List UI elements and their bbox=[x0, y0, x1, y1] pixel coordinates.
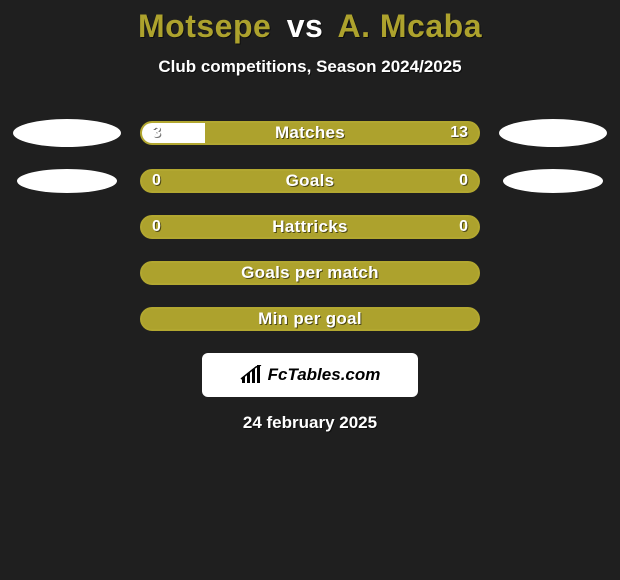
stat-bar-hattricks: 00Hattricks bbox=[140, 215, 480, 239]
page-title: Motsepe vs A. Mcaba bbox=[0, 0, 620, 45]
brand-box: FcTables.com bbox=[202, 353, 418, 397]
player2-badge bbox=[499, 119, 607, 147]
stat-bar-goals-per-match: Goals per match bbox=[140, 261, 480, 285]
stat-row-goals-per-match: Goals per match bbox=[0, 261, 620, 285]
stat-row-matches: 313Matches bbox=[0, 119, 620, 147]
left-slot bbox=[12, 119, 122, 147]
stat-row-min-per-goal: Min per goal bbox=[0, 307, 620, 331]
stat-bar-goals: 00Goals bbox=[140, 169, 480, 193]
player2-name: A. Mcaba bbox=[338, 8, 482, 44]
right-slot bbox=[498, 169, 608, 193]
vs-label: vs bbox=[287, 8, 324, 44]
stats-container: 313Matches 00Goals 00Hattricks Goals per ma… bbox=[0, 119, 620, 331]
stat-label: Goals bbox=[142, 171, 478, 191]
bar-chart-icon bbox=[240, 365, 262, 385]
date-stamp: 24 february 2025 bbox=[0, 413, 620, 433]
stat-label: Goals per match bbox=[142, 263, 478, 283]
stat-bar-matches: 313Matches bbox=[140, 121, 480, 145]
player1-badge bbox=[13, 119, 121, 147]
player1-badge bbox=[17, 169, 117, 193]
stat-label: Hattricks bbox=[142, 217, 478, 237]
stat-label: Matches bbox=[142, 123, 478, 143]
subtitle: Club competitions, Season 2024/2025 bbox=[0, 57, 620, 77]
stat-row-goals: 00Goals bbox=[0, 169, 620, 193]
stat-bar-min-per-goal: Min per goal bbox=[140, 307, 480, 331]
right-slot bbox=[498, 119, 608, 147]
stat-row-hattricks: 00Hattricks bbox=[0, 215, 620, 239]
comparison-card: Motsepe vs A. Mcaba Club competitions, S… bbox=[0, 0, 620, 580]
player2-badge bbox=[503, 169, 603, 193]
stat-label: Min per goal bbox=[142, 309, 478, 329]
left-slot bbox=[12, 169, 122, 193]
brand-text: FcTables.com bbox=[268, 365, 381, 385]
player1-name: Motsepe bbox=[138, 8, 271, 44]
